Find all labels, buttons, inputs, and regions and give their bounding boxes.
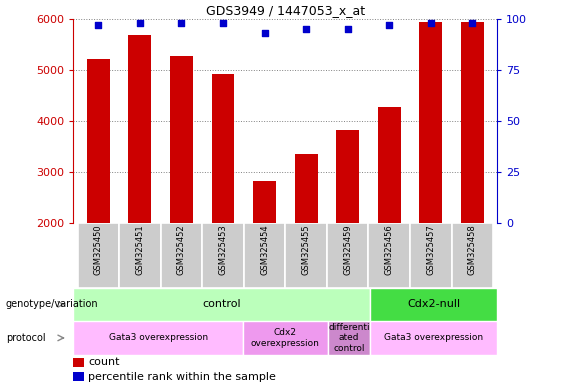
Bar	[87, 59, 110, 223]
FancyBboxPatch shape	[370, 288, 497, 321]
FancyBboxPatch shape	[451, 223, 493, 288]
FancyBboxPatch shape	[244, 223, 285, 288]
Text: count: count	[88, 358, 120, 367]
Point	[302, 26, 311, 33]
Text: Cdx2
overexpression: Cdx2 overexpression	[251, 328, 320, 348]
Bar	[461, 22, 484, 223]
Bar	[295, 154, 318, 223]
Point	[136, 20, 145, 26]
Point	[468, 20, 477, 26]
FancyBboxPatch shape	[73, 321, 243, 355]
Text: GSM325453: GSM325453	[219, 225, 228, 275]
Point	[426, 20, 435, 26]
FancyBboxPatch shape	[119, 223, 160, 288]
Bar	[336, 130, 359, 223]
Point	[177, 20, 186, 26]
Text: Gata3 overexpression: Gata3 overexpression	[108, 333, 208, 343]
Text: GSM325451: GSM325451	[136, 225, 145, 275]
Point	[94, 22, 103, 28]
Bar	[253, 181, 276, 223]
Title: GDS3949 / 1447053_x_at: GDS3949 / 1447053_x_at	[206, 3, 365, 17]
Bar	[128, 35, 151, 223]
Text: protocol: protocol	[6, 333, 45, 343]
Text: percentile rank within the sample: percentile rank within the sample	[88, 372, 276, 382]
FancyBboxPatch shape	[370, 321, 497, 355]
Bar	[378, 107, 401, 223]
Text: genotype/variation: genotype/variation	[6, 299, 98, 310]
Text: GSM325457: GSM325457	[426, 225, 435, 275]
Point	[385, 22, 394, 28]
Text: GSM325454: GSM325454	[260, 225, 269, 275]
FancyBboxPatch shape	[285, 223, 327, 288]
Text: GSM325456: GSM325456	[385, 225, 394, 275]
Text: Cdx2-null: Cdx2-null	[407, 299, 460, 310]
Point	[260, 30, 269, 36]
Point	[219, 20, 228, 26]
FancyBboxPatch shape	[160, 223, 202, 288]
Bar	[170, 56, 193, 223]
FancyBboxPatch shape	[73, 288, 370, 321]
FancyBboxPatch shape	[368, 223, 410, 288]
Bar	[73, 372, 84, 381]
FancyBboxPatch shape	[77, 223, 119, 288]
FancyBboxPatch shape	[410, 223, 451, 288]
Text: GSM325459: GSM325459	[343, 225, 352, 275]
FancyBboxPatch shape	[202, 223, 244, 288]
Point	[343, 26, 352, 33]
Text: GSM325450: GSM325450	[94, 225, 103, 275]
Text: GSM325455: GSM325455	[302, 225, 311, 275]
Bar	[211, 74, 234, 223]
Text: GSM325452: GSM325452	[177, 225, 186, 275]
FancyBboxPatch shape	[327, 223, 368, 288]
Bar	[419, 22, 442, 223]
Bar	[73, 358, 84, 367]
FancyBboxPatch shape	[328, 321, 370, 355]
Text: control: control	[202, 299, 241, 310]
FancyBboxPatch shape	[243, 321, 328, 355]
Text: Gata3 overexpression: Gata3 overexpression	[384, 333, 483, 343]
Text: GSM325458: GSM325458	[468, 225, 477, 275]
Text: differenti
ated
control: differenti ated control	[328, 323, 370, 353]
